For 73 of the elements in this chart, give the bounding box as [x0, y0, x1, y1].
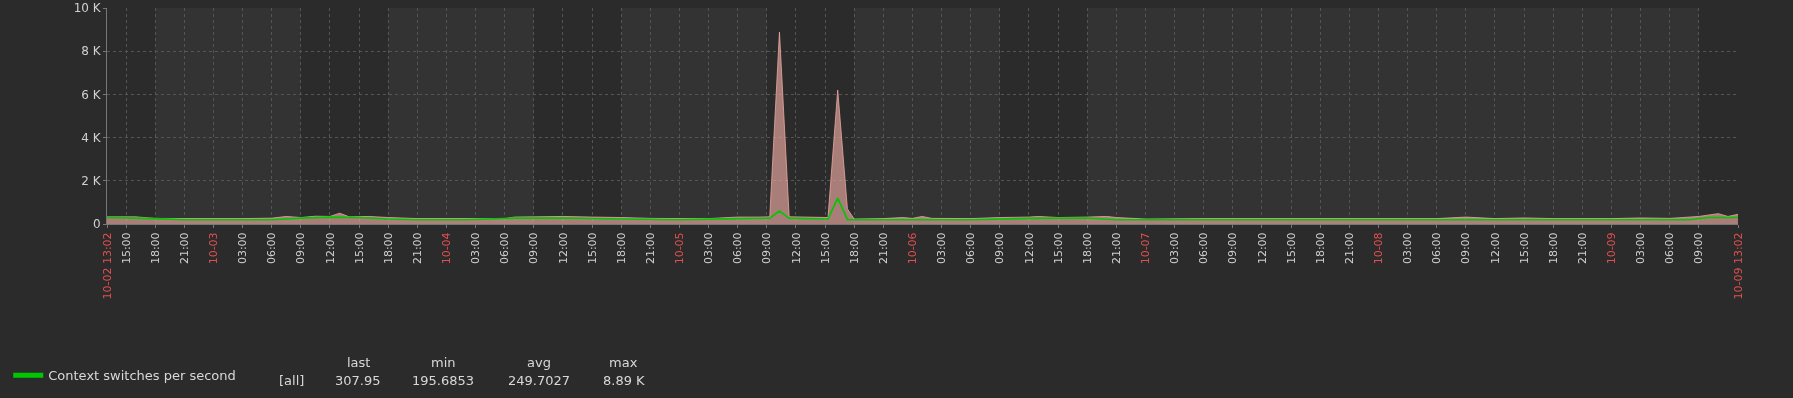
x-tick-label: 12:00: [1255, 232, 1269, 265]
x-tick-label: 09:00: [527, 232, 541, 265]
x-tick-label: 03:00: [1634, 232, 1648, 265]
x-tick-label: 03:00: [469, 232, 483, 265]
x-tick-label: 06:00: [1430, 232, 1444, 265]
x-tick-label: 15:00: [352, 232, 366, 265]
x-tick-label: 15:00: [1284, 232, 1298, 265]
y-tick-label: 8 K: [81, 44, 102, 59]
x-tick-label: 21:00: [643, 232, 657, 265]
x-tick-label: 10-06: [906, 232, 920, 265]
x-tick-label: 21:00: [177, 232, 191, 265]
y-tick-label: 4 K: [81, 130, 102, 145]
x-tick-label: 12:00: [323, 232, 337, 265]
x-tick-label: 09:00: [1692, 232, 1706, 265]
legend-label: Context switches per second: [48, 368, 236, 384]
x-tick-label: 21:00: [410, 232, 424, 265]
x-tick-label: 03:00: [1401, 232, 1415, 265]
x-tick-label: 15:00: [119, 232, 133, 265]
x-tick-label: 10-05: [673, 232, 687, 265]
x-tick-label: 10-02 13:02: [100, 232, 114, 300]
x-tick-label: 12:00: [1022, 232, 1036, 265]
x-tick-label: 10-04: [440, 232, 454, 265]
x-tick-label: 21:00: [1109, 232, 1123, 265]
x-tick-label: 10-09: [1605, 232, 1619, 265]
x-tick-label: 10-08: [1372, 232, 1386, 265]
x-tick-label: 03:00: [935, 232, 949, 265]
x-tick-label: 09:00: [1459, 232, 1473, 265]
text: 8.89 K: [603, 373, 646, 388]
x-tick-label: 18:00: [1546, 232, 1560, 265]
x-tick-label: 03:00: [702, 232, 716, 265]
text: [all]: [279, 373, 305, 388]
x-tick-label: 03:00: [236, 232, 250, 265]
text: 249.7027: [508, 373, 571, 388]
x-tick-label: 18:00: [381, 232, 395, 265]
x-tick-label: 21:00: [1342, 232, 1356, 265]
x-tick-label: 10-09 13:02: [1731, 232, 1745, 300]
x-tick-label: 06:00: [498, 232, 512, 265]
x-tick-label: 06:00: [1663, 232, 1677, 265]
x-tick-label: 18:00: [1080, 232, 1094, 265]
text: avg: [527, 355, 551, 370]
x-tick-label: 15:00: [1517, 232, 1531, 265]
text: max: [609, 355, 638, 370]
x-tick-label: 10-07: [1139, 232, 1153, 265]
x-tick-label: 12:00: [556, 232, 570, 265]
x-tick-label: 18:00: [1313, 232, 1327, 265]
x-tick-label: 09:00: [760, 232, 774, 265]
x-tick-label: 15:00: [585, 232, 599, 265]
x-tick-label: 15:00: [818, 232, 832, 265]
x-tick-label: 21:00: [876, 232, 890, 265]
x-tick-label: 12:00: [1488, 232, 1502, 265]
text: 307.95: [335, 373, 381, 388]
x-tick-label: 18:00: [614, 232, 628, 265]
x-tick-label: 12:00: [789, 232, 803, 265]
x-tick-label: 03:00: [1168, 232, 1182, 265]
x-tick-label: 21:00: [1575, 232, 1589, 265]
text: 195.6853: [412, 373, 475, 388]
x-tick-label: 10-03: [207, 232, 221, 265]
x-tick-label: 09:00: [294, 232, 308, 265]
x-tick-label: 09:00: [1226, 232, 1240, 265]
x-tick-label: 09:00: [993, 232, 1007, 265]
y-tick-label: 6 K: [81, 87, 102, 102]
x-tick-label: 18:00: [148, 232, 162, 265]
y-tick-label: 2 K: [81, 174, 102, 188]
x-tick-label: 06:00: [265, 232, 279, 265]
x-tick-label: 06:00: [964, 232, 978, 265]
x-tick-label: 06:00: [731, 232, 745, 265]
text: last: [347, 355, 371, 370]
text: min: [431, 355, 456, 370]
x-tick-label: 06:00: [1197, 232, 1211, 265]
x-tick-label: 18:00: [847, 232, 861, 265]
x-tick-label: 15:00: [1051, 232, 1065, 265]
y-tick-label: 10 K: [73, 1, 102, 16]
y-tick-label: 0: [92, 217, 101, 232]
